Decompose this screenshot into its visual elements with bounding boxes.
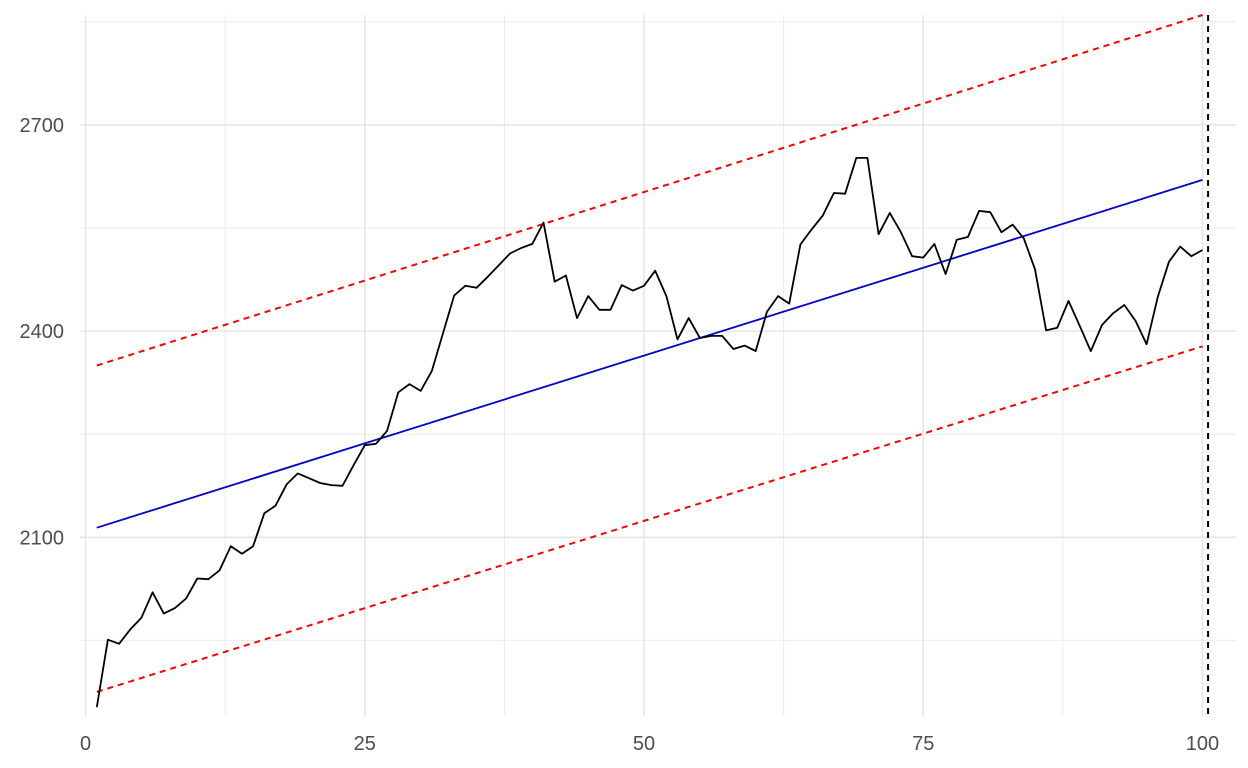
y-axis-tick-labels: 2100 2400 2700 xyxy=(20,115,65,549)
series-layer xyxy=(95,14,1203,708)
y-tick-label: 2100 xyxy=(20,527,65,549)
upper-bound-line xyxy=(96,14,1203,367)
y-tick-label: 2700 xyxy=(20,115,65,137)
x-tick-label: 50 xyxy=(633,733,655,755)
y-tick-label: 2400 xyxy=(20,321,65,343)
x-tick-label: 25 xyxy=(354,733,376,755)
major-gridlines xyxy=(80,15,1236,716)
x-axis-tick-labels: 0 25 50 75 100 xyxy=(80,733,1219,755)
minor-gridlines xyxy=(80,15,1236,716)
observed-series-line xyxy=(95,156,1203,708)
x-tick-label: 0 xyxy=(80,733,91,755)
x-tick-label: 75 xyxy=(912,733,934,755)
trend-line xyxy=(96,179,1203,529)
x-tick-label: 100 xyxy=(1186,733,1219,755)
